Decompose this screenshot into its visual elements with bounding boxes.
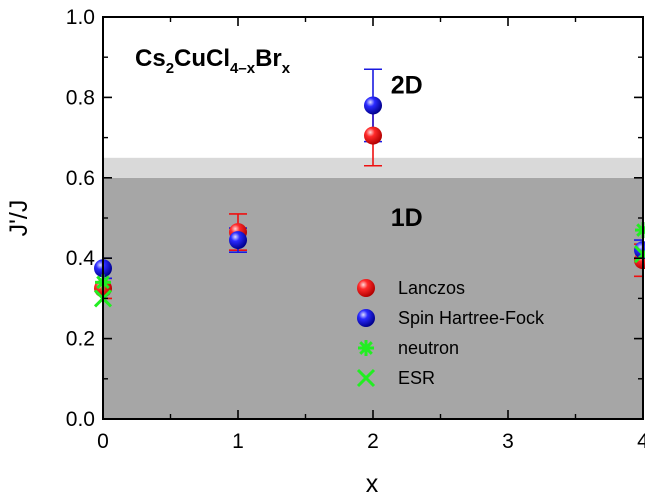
tick-labels: 0 1 2 3 4 0.0 0.2 0.4 0.6 0.8 1.0 [66,6,645,453]
legend-item-lanczos: Lanczos [357,278,465,298]
region-label-2d: 2D [391,71,423,99]
title-subscript: 4–x [230,60,256,77]
chart-title: Cs2CuCl4–xBrx [135,45,291,77]
legend-marker-spin-hartree-fock [357,309,375,327]
region-labels: 2D 1D [391,71,423,232]
y-tick-label: 0.8 [66,86,95,109]
chart-title-text: Cs2CuCl4–xBrx [135,45,291,77]
legend-marker-esr [356,368,376,388]
title-segment: CuCl [174,45,230,72]
legend-marker-esr-stroke [356,368,376,388]
legend-item-esr: ESR [356,368,435,388]
legend-marker-lanczos [357,279,375,297]
data-markers [93,96,645,308]
legend-item-neutron: neutron [358,338,459,358]
title-subscript: x [282,60,291,77]
point-spin-hartree-fock-x2 [364,96,382,115]
legend-marker-neutron-stroke [359,341,373,355]
title-segment: Cs [135,45,166,72]
x-tick-label: 4 [637,430,645,453]
y-tick-label: 0.0 [66,408,95,431]
point-spin-hartree-fock-x1 [229,231,247,250]
y-axis-title: J'/J [5,200,33,237]
y-tick-label: 0.6 [66,167,95,190]
legend-label-lanczos: Lanczos [398,278,465,298]
x-axis-title: x [366,470,379,498]
y-tick-label: 0.4 [66,247,96,270]
legend-marker-neutron [358,340,374,356]
x-tick-label: 3 [502,430,514,453]
title-subscript: 2 [166,60,174,77]
legend-item-spin-hartree-fock: Spin Hartree-Fock [357,308,545,328]
y-tick-label: 1.0 [66,6,95,29]
point-lanczos-x2 [364,126,382,145]
legend-label-esr: ESR [398,368,435,388]
legend: Lanczos Spin Hartree-Fock neutron ESR [356,278,545,388]
title-segment: Br [255,45,282,72]
axis-titles: x J'/J [5,200,379,498]
x-tick-label: 0 [97,430,109,453]
region-label-1d: 1D [391,204,423,232]
region-band-transition [103,157,643,178]
region-band-1d [103,177,643,419]
y-tick-label: 0.2 [66,328,95,351]
legend-label-neutron: neutron [398,338,459,358]
axis-ticks [102,16,644,420]
legend-label-spin-hartree-fock: Spin Hartree-Fock [398,308,545,328]
x-tick-label: 1 [232,430,244,453]
x-tick-label: 2 [367,430,379,453]
